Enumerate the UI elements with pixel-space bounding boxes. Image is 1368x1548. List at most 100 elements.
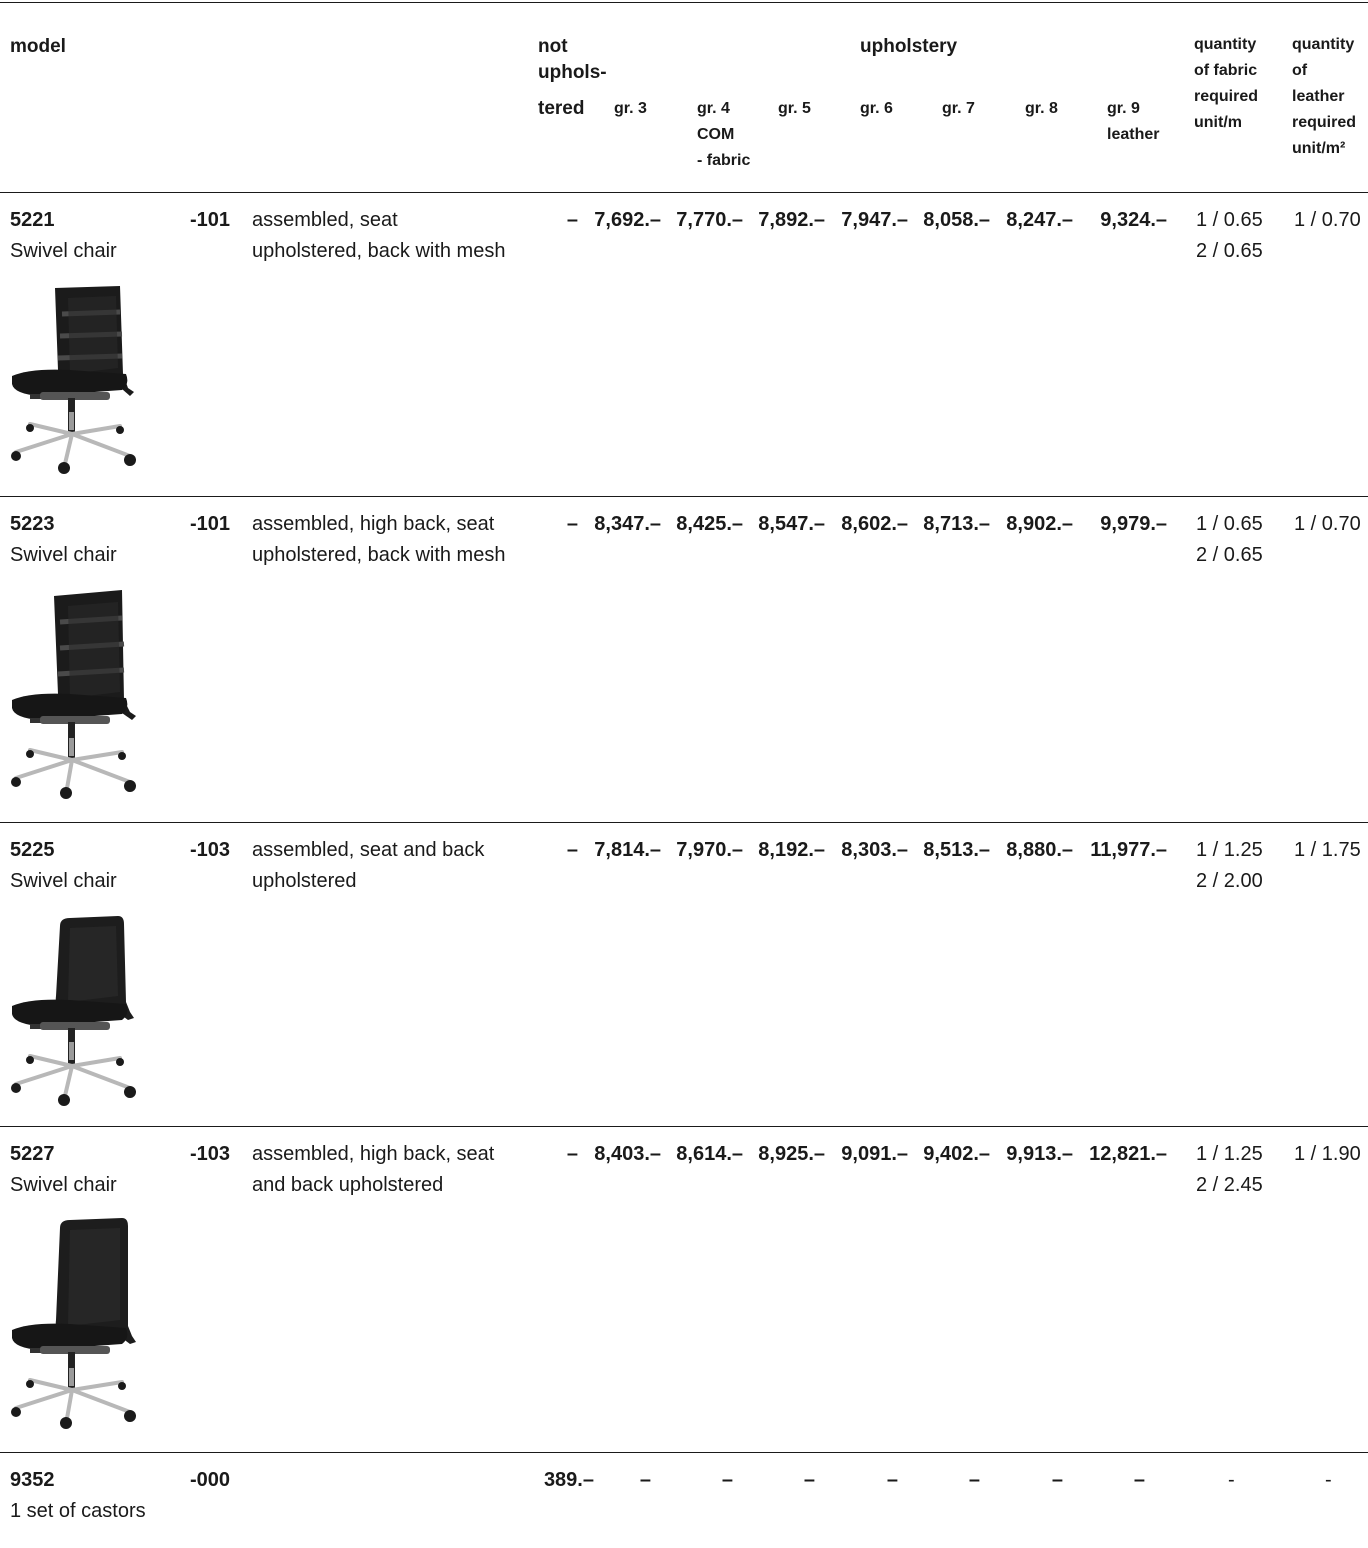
- model-code: -101: [190, 209, 231, 231]
- model-name: Swivel chair: [10, 544, 117, 566]
- fabric-quantity: 2 / 0.65: [1196, 544, 1263, 566]
- fabric-quantity: 1 / 0.65: [1196, 513, 1263, 535]
- fabric-quantity: 1 / 0.65: [1196, 209, 1263, 231]
- price-gr7: 9,402.–: [923, 1143, 990, 1165]
- price-not-upholstered: –: [566, 839, 578, 861]
- fabric-quantity: 2 / 0.65: [1196, 240, 1263, 262]
- description-line: and back upholstered: [252, 1174, 444, 1196]
- model-number: 9352: [10, 1469, 55, 1491]
- model-code: -101: [190, 513, 231, 535]
- description-line: assembled, high back, seat: [252, 1143, 495, 1165]
- header-group-9-leather: leather: [1107, 126, 1160, 143]
- price-not-upholstered: –: [566, 209, 578, 231]
- leather-quantity: 1 / 0.70: [1294, 209, 1361, 231]
- price-gr3: –: [639, 1469, 651, 1491]
- header-group-5: gr. 5: [778, 100, 811, 117]
- description-line: assembled, seat and back: [252, 839, 485, 861]
- price-gr9: 12,821.–: [1089, 1143, 1167, 1165]
- description-line: upholstered, back with mesh: [252, 544, 506, 566]
- header-qty-leather-4: required: [1292, 114, 1357, 131]
- description-line: assembled, seat: [252, 209, 398, 231]
- price-gr8: 8,247.–: [1006, 209, 1073, 231]
- model-number: 5223: [10, 513, 55, 535]
- model-number: 5221: [10, 209, 55, 231]
- row-divider: [0, 822, 1368, 823]
- price-gr5: 8,192.–: [758, 839, 825, 861]
- price-gr8: 9,913.–: [1006, 1143, 1073, 1165]
- description-line: assembled, high back, seat: [252, 513, 495, 535]
- leather-quantity: 1 / 0.70: [1294, 513, 1361, 535]
- header-upholstery: upholstery: [860, 36, 958, 57]
- price-gr3: 7,814.–: [594, 839, 661, 861]
- price-gr7: –: [968, 1469, 980, 1491]
- model-number: 5227: [10, 1143, 55, 1165]
- price-gr9: 9,324.–: [1100, 209, 1167, 231]
- header-model: model: [10, 36, 66, 57]
- fabric-quantity: 1 / 1.25: [1196, 839, 1263, 861]
- model-code: -103: [190, 1143, 231, 1165]
- fabric-quantity: -: [1228, 1469, 1235, 1491]
- description-line: upholstered, back with mesh: [252, 240, 506, 262]
- price-gr4: 7,970.–: [676, 839, 743, 861]
- price-gr8: 8,880.–: [1006, 839, 1073, 861]
- chair-image-mesh-low: [11, 286, 136, 474]
- header-group-3: gr. 3: [614, 100, 647, 117]
- price-gr5: 7,892.–: [758, 209, 825, 231]
- model-code: -000: [190, 1469, 231, 1491]
- price-gr4: –: [721, 1469, 733, 1491]
- model-name: Swivel chair: [10, 240, 117, 262]
- chair-image-upholstered-low: [11, 916, 136, 1106]
- price-gr9: –: [1133, 1469, 1145, 1491]
- price-gr4: 7,770.–: [676, 209, 743, 231]
- price-gr5: 8,547.–: [758, 513, 825, 535]
- price-gr3: 8,403.–: [594, 1143, 661, 1165]
- row-divider: [0, 1126, 1368, 1127]
- price-gr7: 8,058.–: [923, 209, 990, 231]
- chair-image-mesh-high: [11, 590, 136, 799]
- leather-quantity: 1 / 1.75: [1294, 839, 1361, 861]
- header-not-upholstered-3: tered: [538, 98, 585, 119]
- header-group-9: gr. 9: [1107, 100, 1140, 117]
- row-divider: [0, 1452, 1368, 1453]
- header-group-6: gr. 6: [860, 100, 893, 117]
- header-qty-fabric-4: unit/m: [1194, 114, 1242, 131]
- header-qty-leather-3: leather: [1292, 88, 1345, 105]
- price-gr6: 8,602.–: [841, 513, 908, 535]
- model-name: 1 set of castors: [10, 1500, 146, 1522]
- price-not-upholstered: 389.–: [543, 1469, 594, 1491]
- chair-image-upholstered-high: [11, 1218, 136, 1429]
- leather-quantity: -: [1325, 1469, 1332, 1491]
- price-gr4: 8,425.–: [676, 513, 743, 535]
- price-not-upholstered: –: [566, 1143, 578, 1165]
- header-group-4: gr. 4: [697, 100, 730, 117]
- price-gr8: 8,902.–: [1006, 513, 1073, 535]
- header-group-4-fabric: - fabric: [697, 152, 751, 169]
- header-not-upholstered-1: not: [538, 36, 568, 57]
- header-group-8: gr. 8: [1025, 100, 1058, 117]
- header-not-upholstered-2: uphols-: [538, 62, 607, 83]
- model-name: Swivel chair: [10, 870, 117, 892]
- price-gr5: –: [803, 1469, 815, 1491]
- price-gr9: 11,977.–: [1090, 839, 1167, 861]
- description-line: upholstered: [252, 870, 357, 892]
- price-gr4: 8,614.–: [676, 1143, 743, 1165]
- header-rule: [0, 192, 1368, 193]
- price-gr7: 8,713.–: [923, 513, 990, 535]
- fabric-quantity: 1 / 1.25: [1196, 1143, 1263, 1165]
- price-gr6: 8,303.–: [841, 839, 908, 861]
- price-gr3: 8,347.–: [594, 513, 661, 535]
- model-code: -103: [190, 839, 231, 861]
- header-qty-fabric-3: required: [1194, 88, 1259, 105]
- price-gr6: 7,947.–: [841, 209, 908, 231]
- leather-quantity: 1 / 1.90: [1294, 1143, 1361, 1165]
- model-number: 5225: [10, 839, 55, 861]
- price-not-upholstered: –: [566, 513, 578, 535]
- price-gr6: –: [886, 1469, 898, 1491]
- header-qty-fabric-1: quantity: [1194, 36, 1257, 53]
- price-gr6: 9,091.–: [841, 1143, 908, 1165]
- header-group-4-com: COM: [697, 126, 735, 143]
- fabric-quantity: 2 / 2.00: [1196, 870, 1263, 892]
- header-qty-leather-2: of: [1292, 62, 1308, 79]
- row-divider: [0, 496, 1368, 497]
- header-group-7: gr. 7: [942, 100, 975, 117]
